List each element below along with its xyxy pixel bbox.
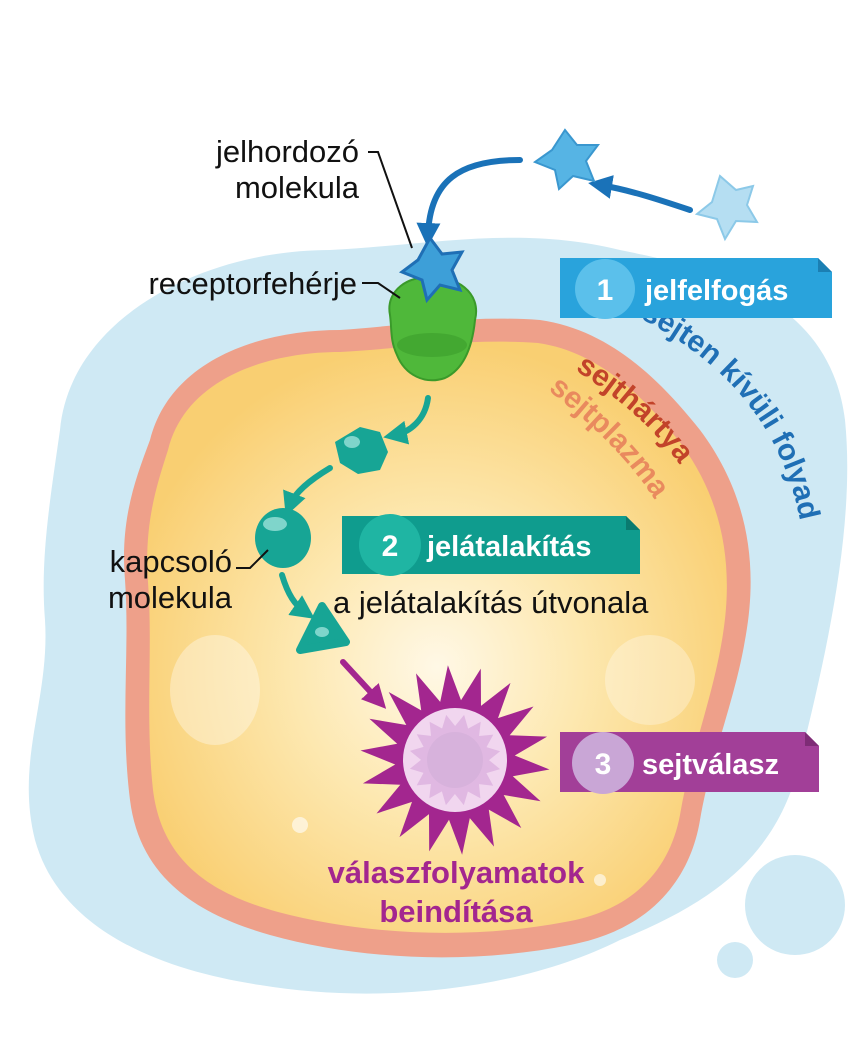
signal-arrow-1	[588, 175, 693, 213]
step-label-3: sejtválasz	[642, 749, 779, 781]
signal-molecule-outside-faint	[694, 174, 759, 242]
response-arrow	[340, 659, 387, 709]
response-label-line1: válaszfolyamatok	[328, 855, 585, 890]
step-label-1: jelfelfogás	[644, 275, 788, 307]
step-label-2: jelátalakítás	[426, 531, 591, 563]
step-banner-3: 3 sejtválasz	[560, 732, 819, 794]
step-number-1: 1	[597, 274, 614, 307]
step-circle-3	[572, 732, 634, 794]
step-banner-2: 2 jelátalakítás	[342, 514, 640, 576]
signal-arrow-2	[416, 157, 523, 247]
signal-molecule-label-line1: jelhordozó	[215, 134, 359, 169]
leader-signal	[368, 151, 413, 249]
relay-label-line2: molekula	[108, 580, 233, 615]
relay-arrow-1	[383, 395, 431, 445]
response-burst	[360, 665, 550, 855]
step-number-2: 2	[382, 530, 399, 563]
signal-molecule-outside	[532, 128, 600, 191]
signal-molecule-bound	[398, 235, 465, 304]
relay-arrow-3	[279, 572, 315, 619]
step-circle-1	[575, 259, 635, 319]
relay-label-line1: kapcsoló	[110, 544, 232, 579]
leader-relay	[236, 549, 269, 569]
cytoplasm	[147, 341, 727, 933]
relay-molecule-2	[255, 508, 311, 568]
step-banner-1: 1 jelfelfogás	[560, 258, 832, 319]
relay-arrow-2	[283, 465, 333, 517]
response-label-line2: beindítása	[379, 894, 533, 929]
step-circle-2	[359, 514, 421, 576]
signal-molecule-label-line2: molekula	[235, 170, 360, 205]
response-burst-center	[427, 732, 483, 788]
step-number-3: 3	[595, 748, 612, 781]
leader-receptor	[362, 282, 401, 299]
receptor-label: receptorfehérje	[148, 266, 357, 301]
pathway-label: a jelátalakítás útvonala	[333, 585, 649, 620]
